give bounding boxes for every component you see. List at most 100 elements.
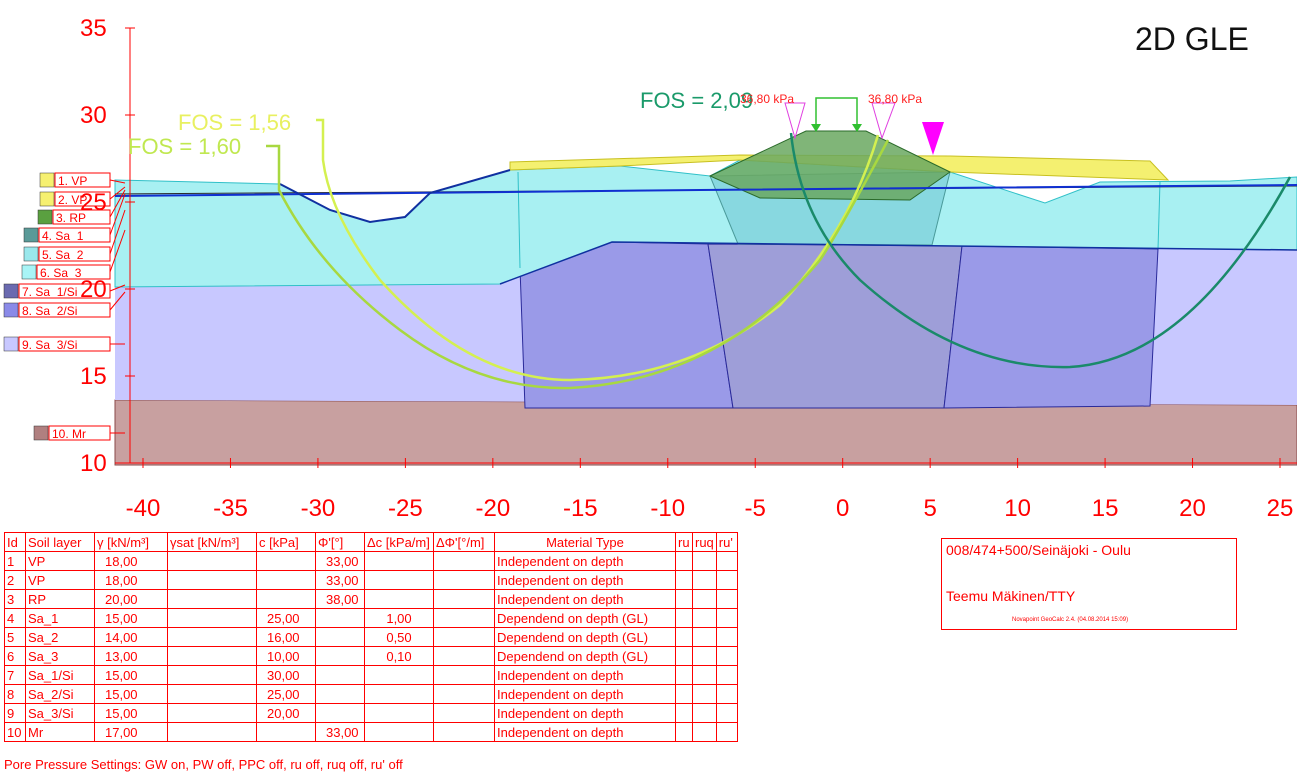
- table-cell: Sa_3/Si: [25, 703, 95, 723]
- table-cell: 38,00: [315, 589, 365, 609]
- table-cell: [256, 551, 316, 571]
- table-cell: Dependend on depth (GL): [494, 608, 676, 628]
- groundwater-line: [114, 184, 1297, 197]
- table-cell: [675, 570, 693, 590]
- legend-item: 8. Sa_2/Si: [3, 302, 111, 318]
- table-cell: [675, 627, 693, 647]
- pore-pressure-settings: Pore Pressure Settings: GW on, PW off, P…: [4, 757, 403, 772]
- legend-box: [36, 264, 111, 280]
- table-cell: VP: [25, 570, 95, 590]
- y-tick-label: 35: [80, 15, 107, 42]
- table-cell: Sa_2/Si: [25, 684, 95, 704]
- table-cell: [675, 551, 693, 571]
- slip-circle-fos-209: [789, 132, 1292, 369]
- table-cell: [692, 570, 717, 590]
- table-cell: [715, 551, 738, 571]
- table-cell: 18,00: [94, 551, 168, 571]
- table-cell: [315, 703, 365, 723]
- table-cell: [433, 646, 495, 666]
- table-cell: 8: [4, 684, 26, 704]
- legend-swatch: [3, 302, 19, 318]
- table-cell: 15,00: [94, 703, 168, 723]
- software-version: Novapoint GeoCalc 2.4. (04.08.2014 15:09…: [1012, 617, 1129, 623]
- legend-item: 2. VP: [39, 191, 111, 207]
- x-tick-label: -10: [650, 495, 685, 522]
- table-cell: [675, 684, 693, 704]
- table-cell: [167, 665, 257, 685]
- table-cell: [364, 589, 434, 609]
- table-cell: 25,00: [256, 684, 316, 704]
- table-cell: [692, 608, 717, 628]
- table-cell: 1,00: [364, 608, 434, 628]
- table-cell: Dependend on depth (GL): [494, 627, 676, 647]
- table-cell: [715, 684, 738, 704]
- table-cell: [364, 684, 434, 704]
- table-cell: [167, 589, 257, 609]
- y-tick-label: 25: [80, 189, 107, 216]
- table-cell: Independent on depth: [494, 665, 676, 685]
- load-label-left: 36,80 kPa: [740, 92, 794, 106]
- fos-label-156: FOS = 1,56: [178, 110, 291, 135]
- legend-label: 6. Sa_3: [40, 266, 82, 280]
- table-cell: 13,00: [94, 646, 168, 666]
- table-cell: [675, 589, 693, 609]
- table-cell: [675, 608, 693, 628]
- legend-swatch: [37, 209, 53, 225]
- table-row: 4 Sa_1 15,00 25,00 1,00 Dependend on depth (G…: [4, 608, 738, 628]
- legend-swatch: [23, 227, 39, 243]
- table-cell: 15,00: [94, 665, 168, 685]
- table-cell: [364, 551, 434, 571]
- legend-leaders: [109, 179, 126, 434]
- table-cell: [433, 684, 495, 704]
- x-tick-label: -35: [213, 495, 248, 522]
- table-cell: [167, 684, 257, 704]
- layer-sa2-si-center: [519, 241, 734, 409]
- table-cell: [675, 703, 693, 723]
- table-header-cell: ru': [715, 532, 738, 552]
- table-cell: Independent on depth: [494, 589, 676, 609]
- legend-item: 6. Sa_3: [21, 264, 111, 280]
- table-cell: [433, 551, 495, 571]
- table-cell: 33,00: [315, 722, 365, 742]
- layer-rp-embankment: [708, 130, 951, 201]
- table-cell: [692, 627, 717, 647]
- table-cell: 10: [4, 722, 26, 742]
- layer-sa2-si-right: [943, 245, 1159, 409]
- x-tick-label: 10: [1004, 495, 1031, 522]
- legend-item: 1. VP: [39, 172, 111, 188]
- x-tick-label: 15: [1092, 495, 1119, 522]
- x-tick-label: -20: [476, 495, 511, 522]
- x-tick-label: -25: [388, 495, 423, 522]
- table-header-cell: γ [kN/m³]: [94, 532, 168, 552]
- load-bracket: [815, 97, 858, 130]
- legend-swatch: [33, 425, 49, 441]
- legend-swatch: [23, 246, 39, 262]
- table-cell: [167, 722, 257, 742]
- table-cell: 5: [4, 627, 26, 647]
- legend-box: [54, 172, 111, 188]
- table-cell: [364, 665, 434, 685]
- table-cell: [675, 646, 693, 666]
- table-cell: Sa_3: [25, 646, 95, 666]
- legend-box: [52, 209, 111, 225]
- table-body: 1 VP 18,00 33,00 Independent on depth 2 VP 18,0…: [4, 551, 738, 742]
- x-tick-label: -30: [301, 495, 336, 522]
- table-cell: 20,00: [94, 589, 168, 609]
- table-header-cell: Material Type: [494, 532, 676, 552]
- table-cell: [433, 608, 495, 628]
- legend-swatch: [3, 336, 19, 352]
- table-header-cell: Soil layer: [25, 532, 95, 552]
- table-cell: [715, 665, 738, 685]
- table-cell: [167, 570, 257, 590]
- legend-label: 2. VP: [58, 193, 87, 207]
- y-axis-ticks: 35 30 25 20 15 10: [80, 15, 135, 477]
- table-cell: [692, 684, 717, 704]
- table-cell: [315, 665, 365, 685]
- table-cell: 7: [4, 665, 26, 685]
- y-tick-label: 10: [80, 450, 107, 477]
- load-markers: [784, 97, 944, 155]
- table-cell: [364, 703, 434, 723]
- water-level-marker: [922, 122, 944, 155]
- y-tick-label: 15: [80, 363, 107, 390]
